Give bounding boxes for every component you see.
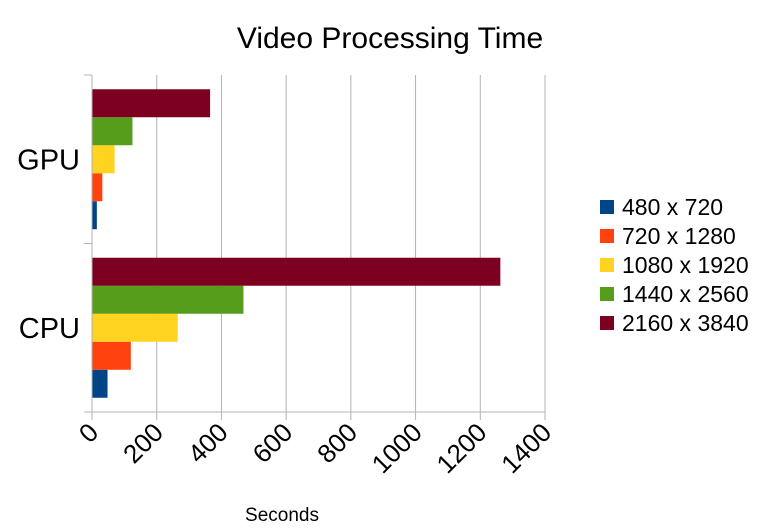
bar-cpu-series-0: [92, 369, 108, 398]
chart-title: Video Processing Time: [237, 22, 543, 55]
x-tick-label: 400: [182, 417, 234, 469]
legend-swatch: [600, 200, 614, 214]
bar-gpu-series-1: [92, 173, 103, 202]
axes: [84, 74, 546, 420]
legend-label: 720 x 1280: [622, 223, 736, 249]
legend-swatch: [600, 258, 614, 272]
category-labels: GPU CPU: [17, 144, 80, 345]
x-tick-label: 1200: [430, 417, 492, 479]
bar-cpu-series-4: [92, 257, 501, 286]
x-tick-label: 1400: [495, 417, 557, 479]
x-tick-label: 200: [117, 417, 169, 469]
x-tick-label: 1000: [366, 417, 428, 479]
bar-gpu-series-2: [92, 145, 115, 174]
x-tick-label: 600: [246, 417, 298, 469]
bar-gpu-series-0: [92, 201, 97, 230]
legend-swatch: [600, 316, 614, 330]
bar-cpu-series-1: [92, 341, 131, 370]
bars: [92, 89, 501, 398]
x-tick-label: 0: [73, 417, 104, 448]
category-label-cpu: CPU: [19, 313, 80, 345]
legend-swatch: [600, 287, 614, 301]
bar-cpu-series-2: [92, 313, 178, 342]
legend-label: 1080 x 1920: [622, 252, 749, 278]
legend-label: 2160 x 3840: [622, 310, 749, 336]
bar-gpu-series-3: [92, 117, 133, 146]
x-tick-label: 800: [311, 417, 363, 469]
legend-label: 1440 x 2560: [622, 281, 749, 307]
category-label-gpu: GPU: [17, 144, 80, 176]
gridlines: [156, 75, 546, 412]
legend: 480 x 720 720 x 1280 1080 x 1920 1440 x 256…: [600, 194, 749, 336]
x-axis-title: Seconds: [245, 505, 319, 526]
bar-gpu-series-4: [92, 89, 211, 118]
bar-cpu-series-3: [92, 285, 244, 314]
legend-swatch: [600, 229, 614, 243]
legend-label: 480 x 720: [622, 194, 723, 220]
x-tick-labels: 0 200 400 600 800 1000 1200 1400: [73, 417, 557, 479]
